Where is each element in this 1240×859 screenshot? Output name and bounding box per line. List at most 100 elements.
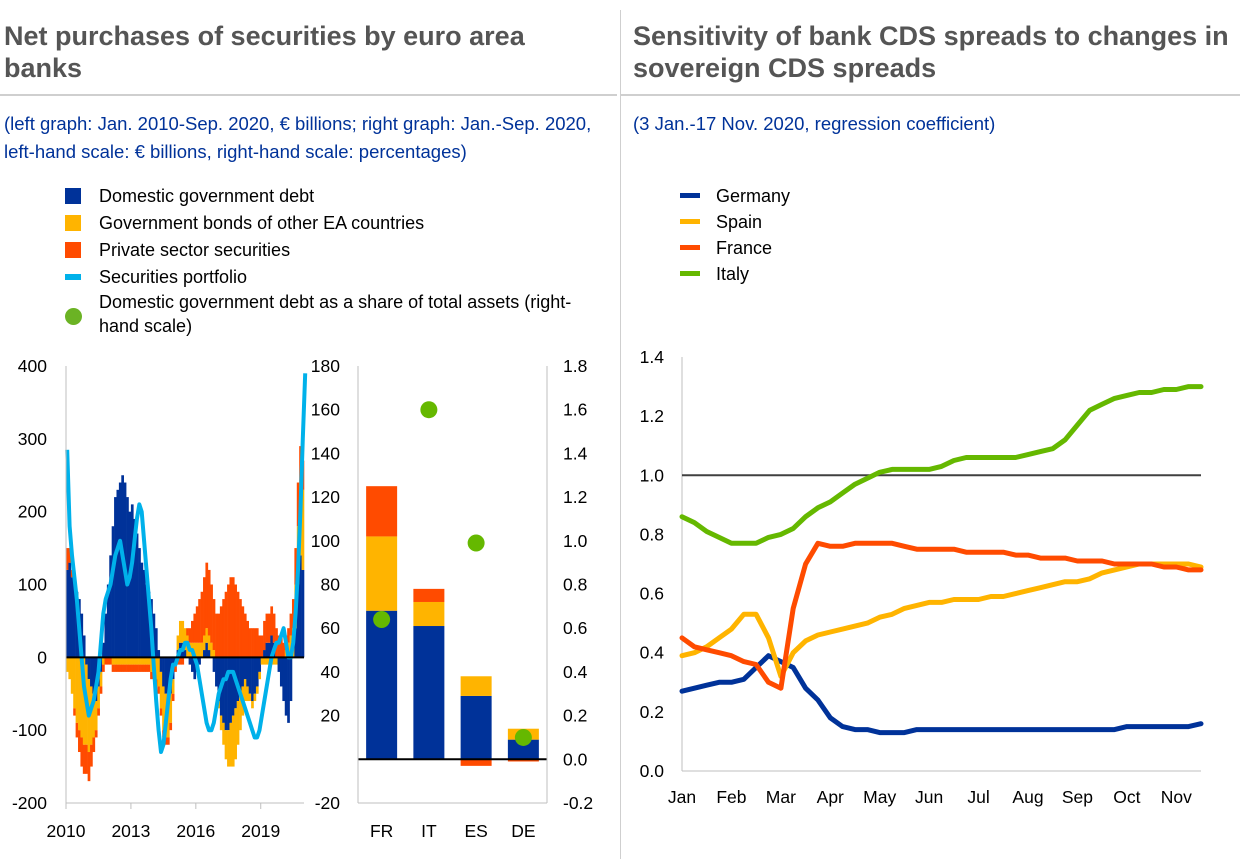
chart1-bar [195, 606, 199, 643]
chart1-bar [243, 679, 247, 702]
chart1-bar [272, 657, 276, 665]
legend-line-swatch [680, 219, 700, 224]
chart1-y-tick-label: 0 [37, 647, 47, 667]
chart1-bar [215, 613, 218, 658]
chart2-share-dot [467, 534, 485, 552]
chart2-bar [366, 610, 398, 760]
legend-label: Domestic government debt [99, 186, 315, 206]
chart1-bar [66, 569, 69, 658]
chart2-left-tick-label: 40 [321, 662, 341, 682]
chart1-bar [138, 548, 141, 658]
chart1-bar [73, 584, 76, 658]
chart1-bar [154, 657, 158, 680]
chart3-y-tick-label: 0.4 [640, 643, 665, 663]
chart1-bar [73, 657, 76, 709]
chart2-right-tick-label: 0.6 [563, 618, 587, 638]
chart1-bar [85, 657, 88, 665]
chart1-bar [224, 730, 228, 760]
chart1-bar [123, 657, 127, 665]
chart1-bar [97, 708, 100, 716]
chart1-y-tick-label: 300 [18, 429, 47, 449]
chart1-bar [210, 584, 213, 643]
chart1-bar [75, 722, 79, 738]
chart1-bar [195, 642, 199, 658]
right-chart-title: Sensitivity of bank CDS spreads to chang… [633, 21, 1229, 83]
chart1-bar [90, 657, 93, 687]
chart1-bar [90, 744, 93, 767]
chart1-bar [234, 584, 237, 658]
chart1-bar [78, 730, 81, 753]
chart3-x-tick-label: Jun [915, 787, 943, 807]
chart2-category-label: IT [421, 821, 437, 841]
chart2-left-tick-label: 140 [311, 443, 340, 463]
chart1-y-tick-label: -200 [12, 793, 47, 813]
chart3-y-tick-label: 0.2 [640, 702, 664, 722]
chart1-bar [289, 613, 293, 636]
chart2-bar [460, 676, 492, 696]
chart3-y-tick-label: 0.0 [640, 761, 665, 781]
chart2-category-label: DE [511, 821, 535, 841]
chart1-bar [301, 489, 305, 570]
chart1-bar [162, 657, 165, 687]
chart1-bar [205, 562, 209, 629]
chart1-bar [111, 657, 115, 665]
legend-dot [65, 308, 82, 325]
legend-label: Germany [716, 186, 791, 206]
chart1-bar [231, 715, 235, 767]
chart1-bar [159, 671, 163, 709]
chart1-bar [126, 657, 129, 665]
chart1-bar [70, 577, 74, 658]
chart1-bar [171, 679, 175, 694]
chart1-bar [106, 657, 110, 665]
chart1-bar [210, 642, 213, 658]
chart1-bar [270, 606, 274, 636]
chart1-bar [99, 671, 103, 687]
chart1-bar [106, 584, 110, 658]
chart1-bar [296, 482, 300, 527]
chart2-right-tick-label: 0.8 [563, 575, 587, 595]
chart1-bar [82, 635, 86, 658]
chart1-bar [207, 635, 211, 651]
chart1-x-tick-label: 2013 [111, 821, 150, 841]
chart1-bar [147, 657, 151, 665]
chart1-bar [80, 737, 84, 767]
chart3-x-tick-label: May [863, 787, 896, 807]
chart1-bar [248, 657, 252, 694]
chart1-bar [150, 657, 153, 672]
chart1-bar [191, 657, 194, 672]
chart1-bar [289, 657, 293, 702]
right-title-rule [621, 94, 1240, 96]
chart1-bar [265, 613, 269, 643]
chart2-bar [413, 588, 445, 602]
chart1-bar [174, 664, 177, 672]
chart1-bar [282, 657, 286, 702]
chart1-bar [116, 489, 120, 658]
chart1-bar [157, 686, 161, 694]
legend-label: France [716, 238, 773, 258]
chart1-bar [203, 650, 206, 658]
chart1-bar [68, 657, 72, 680]
chart1-bar [73, 708, 76, 716]
right-chart-subtitle: (3 Jan.-17 Nov. 2020, regression coeffic… [633, 113, 996, 134]
chart2-category-label: FR [370, 821, 393, 841]
chart2-right-tick-label: 1.6 [563, 400, 587, 420]
chart1-bar [183, 628, 187, 651]
chart1-bar [68, 548, 72, 563]
chart1-bar [241, 606, 245, 658]
chart2-bar [413, 626, 445, 760]
chart1-bar [114, 497, 117, 658]
chart2-share-dot [373, 610, 391, 628]
chart1-y-tick-label: -100 [12, 720, 47, 740]
chart1-bar [138, 657, 141, 665]
chart1-bar [164, 657, 168, 694]
chart1-bar [109, 657, 112, 665]
chart1-bar [126, 664, 129, 672]
chart1-bar [284, 657, 288, 716]
chart1-bar [70, 657, 74, 694]
chart1-bar [104, 657, 108, 665]
chart1-bar [282, 642, 286, 658]
chart1-bar [253, 628, 257, 658]
chart1-bar [66, 657, 69, 672]
chart2-bar [366, 486, 398, 537]
chart3-y-tick-label: 1.4 [640, 347, 665, 367]
